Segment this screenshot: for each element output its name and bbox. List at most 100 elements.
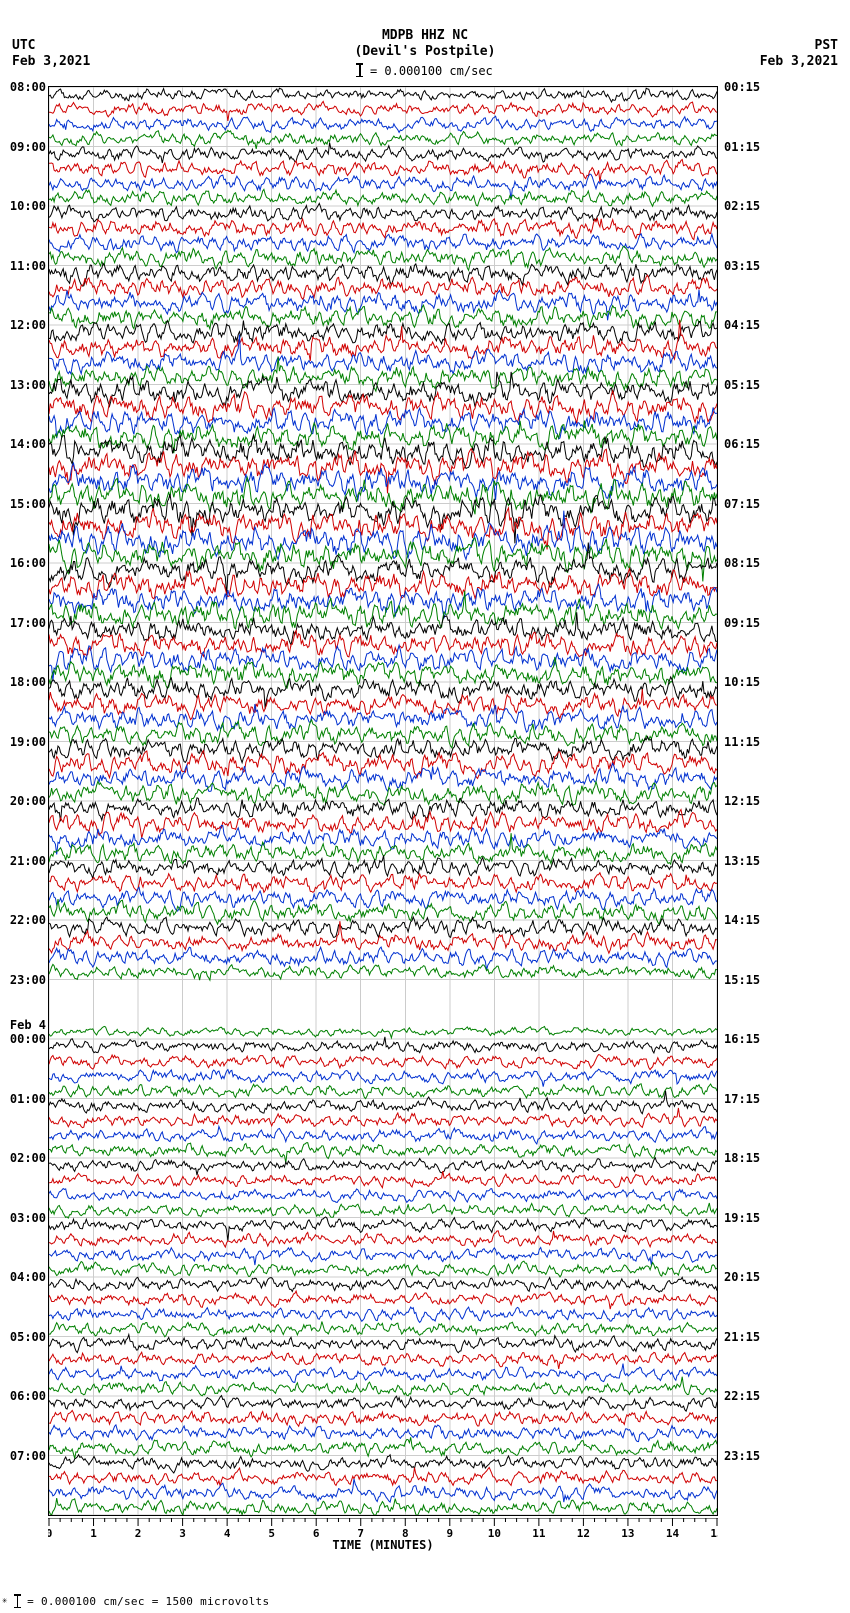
pst-time-label: 06:15	[724, 437, 760, 451]
scale-bar-icon	[17, 1594, 19, 1608]
pst-time-labels: 00:1501:1502:1503:1504:1505:1506:1507:15…	[722, 86, 770, 1516]
seismic-trace	[49, 1026, 717, 1037]
x-axis-ticks: 0123456789101112131415	[48, 1518, 718, 1538]
utc-column: UTC Feb 3,2021	[12, 38, 90, 69]
svg-text:6: 6	[313, 1527, 320, 1538]
utc-time-label: 00:00	[10, 1032, 46, 1046]
svg-text:8: 8	[402, 1527, 409, 1538]
seismic-traces	[49, 88, 717, 1515]
pst-time-label: 12:15	[724, 794, 760, 808]
pst-time-label: 14:15	[724, 913, 760, 927]
seismic-trace	[49, 189, 717, 206]
svg-text:9: 9	[446, 1527, 453, 1538]
seismic-trace	[49, 1498, 717, 1515]
seismic-trace	[49, 1396, 717, 1412]
title-block: MDPB HHZ NC (Devil's Postpile) = 0.00010…	[0, 28, 850, 79]
svg-text:5: 5	[268, 1527, 275, 1538]
seismic-trace	[49, 494, 717, 543]
svg-text:7: 7	[357, 1527, 364, 1538]
seismic-trace	[49, 1291, 717, 1309]
utc-time-label: 17:00	[10, 616, 46, 630]
seismic-trace	[49, 569, 717, 599]
utc-time-label: 13:00	[10, 378, 46, 392]
svg-text:1: 1	[90, 1527, 97, 1538]
day-break-label: Feb 4	[10, 1018, 46, 1032]
seismic-trace	[49, 873, 717, 893]
seismic-trace	[49, 704, 717, 732]
star-icon: ✳	[2, 1596, 8, 1606]
seismic-trace	[49, 1352, 717, 1369]
scale-text: = 0.000100 cm/sec	[370, 64, 493, 78]
seismic-trace	[49, 855, 717, 878]
seismic-trace	[49, 1364, 717, 1383]
utc-time-label: 06:00	[10, 1389, 46, 1403]
seismic-trace	[49, 1055, 717, 1070]
seismic-trace	[49, 1231, 717, 1247]
utc-time-label: 12:00	[10, 318, 46, 332]
seismic-trace	[49, 234, 717, 253]
seismic-trace	[49, 689, 717, 720]
utc-time-label: 10:00	[10, 199, 46, 213]
seismic-trace	[49, 1248, 717, 1266]
pst-time-label: 15:15	[724, 973, 760, 987]
svg-text:11: 11	[532, 1527, 546, 1538]
pst-time-label: 11:15	[724, 735, 760, 749]
seismic-trace	[49, 947, 717, 970]
pst-time-label: 07:15	[724, 497, 760, 511]
seismic-trace	[49, 219, 717, 240]
scale-bar-icon	[359, 63, 361, 77]
seismic-trace	[49, 1277, 717, 1292]
footer-scale: ✳ = 0.000100 cm/sec = 1500 microvolts	[2, 1595, 269, 1609]
svg-text:2: 2	[135, 1527, 142, 1538]
pst-label: PST	[760, 38, 838, 54]
seismic-trace	[49, 763, 717, 791]
seismic-trace	[49, 1307, 717, 1322]
utc-time-labels: 08:0009:0010:0011:0012:0013:0014:0015:00…	[4, 86, 46, 1516]
seismic-trace	[49, 1425, 717, 1442]
utc-date: Feb 3,2021	[12, 54, 90, 70]
seismic-trace	[49, 435, 717, 469]
seismogram-svg	[49, 87, 717, 1515]
svg-text:3: 3	[179, 1527, 186, 1538]
header: UTC Feb 3,2021 MDPB HHZ NC (Devil's Post…	[0, 0, 850, 79]
seismic-trace	[49, 1322, 717, 1337]
utc-time-label: 14:00	[10, 437, 46, 451]
pst-time-label: 08:15	[724, 556, 760, 570]
seismic-trace	[49, 1468, 717, 1487]
pst-date: Feb 3,2021	[760, 54, 838, 70]
pst-time-label: 01:15	[724, 140, 760, 154]
x-axis: 0123456789101112131415 TIME (MINUTES)	[48, 1518, 718, 1558]
utc-time-label: 20:00	[10, 794, 46, 808]
svg-text:0: 0	[48, 1527, 52, 1538]
seismic-trace	[49, 88, 717, 102]
pst-time-label: 23:15	[724, 1449, 760, 1463]
utc-label: UTC	[12, 38, 90, 54]
seismic-trace	[49, 1189, 717, 1203]
pst-time-label: 17:15	[724, 1092, 760, 1106]
seismic-trace	[49, 825, 717, 854]
pst-column: PST Feb 3,2021	[760, 38, 838, 69]
seismic-trace	[49, 1377, 717, 1396]
seismic-trace	[49, 1069, 717, 1086]
utc-time-label: 18:00	[10, 675, 46, 689]
pst-time-label: 10:15	[724, 675, 760, 689]
utc-time-label: 15:00	[10, 497, 46, 511]
utc-time-label: 11:00	[10, 259, 46, 273]
x-axis-label: TIME (MINUTES)	[48, 1538, 718, 1552]
seismic-trace	[49, 1335, 717, 1353]
utc-time-label: 16:00	[10, 556, 46, 570]
svg-text:4: 4	[224, 1527, 231, 1538]
seismic-trace	[49, 1455, 717, 1473]
pst-time-label: 05:15	[724, 378, 760, 392]
utc-time-label: 23:00	[10, 973, 46, 987]
pst-time-label: 21:15	[724, 1330, 760, 1344]
pst-time-label: 22:15	[724, 1389, 760, 1403]
seismic-trace	[49, 1479, 717, 1502]
seismic-trace	[49, 160, 717, 182]
pst-time-label: 20:15	[724, 1270, 760, 1284]
seismic-trace	[49, 1261, 717, 1277]
seismic-trace	[49, 887, 717, 911]
seismogram-plot	[48, 86, 718, 1516]
seismic-trace	[49, 1084, 717, 1099]
pst-time-label: 09:15	[724, 616, 760, 630]
